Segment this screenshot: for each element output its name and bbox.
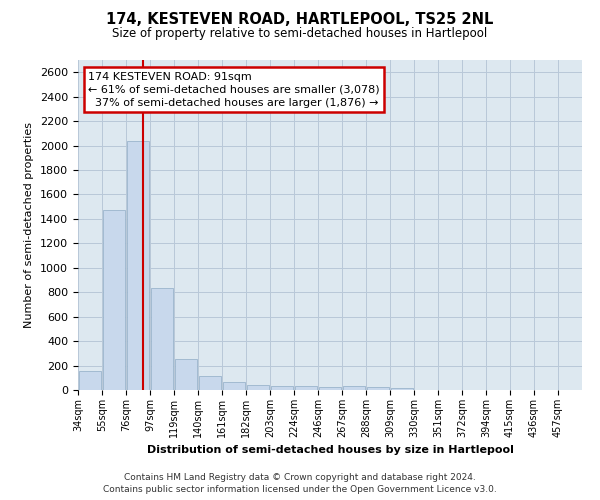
Bar [199,376,221,390]
Bar [391,388,413,390]
Y-axis label: Number of semi-detached properties: Number of semi-detached properties [25,122,34,328]
Text: Size of property relative to semi-detached houses in Hartlepool: Size of property relative to semi-detach… [112,28,488,40]
Bar [343,386,365,390]
X-axis label: Distribution of semi-detached houses by size in Hartlepool: Distribution of semi-detached houses by … [146,446,514,456]
Bar [103,210,125,390]
Text: 174, KESTEVEN ROAD, HARTLEPOOL, TS25 2NL: 174, KESTEVEN ROAD, HARTLEPOOL, TS25 2NL [106,12,494,28]
Bar [367,387,389,390]
Bar [319,387,341,390]
Bar [295,386,317,390]
Bar [247,385,269,390]
Bar [127,140,149,390]
Bar [223,382,245,390]
Bar [79,371,101,390]
Text: 174 KESTEVEN ROAD: 91sqm
← 61% of semi-detached houses are smaller (3,078)
  37%: 174 KESTEVEN ROAD: 91sqm ← 61% of semi-d… [88,72,380,108]
Bar [271,386,293,390]
Bar [151,288,173,390]
Bar [175,359,197,390]
Text: Contains HM Land Registry data © Crown copyright and database right 2024.
Contai: Contains HM Land Registry data © Crown c… [103,472,497,494]
